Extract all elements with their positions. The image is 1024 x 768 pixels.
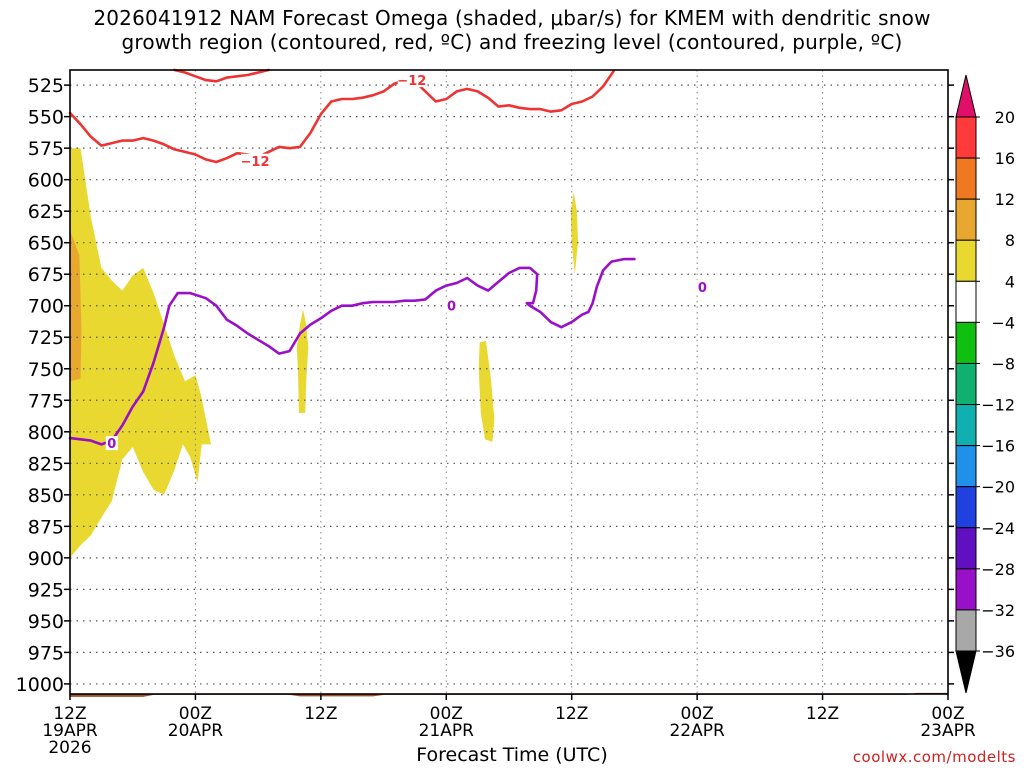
colorbar-label: −4 xyxy=(991,313,1015,332)
x-tick-date-label: 21APR xyxy=(419,721,475,741)
y-tick-label: 700 xyxy=(28,296,64,318)
x-axis-label: Forecast Time (UTC) xyxy=(416,744,608,766)
contour-label: −12 xyxy=(397,74,426,89)
x-tick-label: 00Z xyxy=(681,704,714,724)
x-tick-label: 12Z xyxy=(304,704,337,724)
x-tick-label: 12Z xyxy=(555,704,588,724)
contour-line-minus12 xyxy=(68,78,406,164)
contour-label-bg xyxy=(445,298,458,313)
omega-shaded-region-3 xyxy=(478,341,495,442)
x-tick-label: 00Z xyxy=(430,704,463,724)
y-tick-label: 975 xyxy=(28,642,64,664)
y-tick-label: 600 xyxy=(28,170,64,192)
omega-shaded-region-0 xyxy=(70,148,212,558)
y-tick-label: 875 xyxy=(28,516,64,538)
x-tick-label: 12Z xyxy=(806,704,839,724)
colorbar-swatch xyxy=(955,486,977,529)
y-tick-label: 650 xyxy=(28,233,64,255)
colorbar-swatch xyxy=(955,239,977,282)
contour-line-freezing xyxy=(68,257,636,446)
credit-link[interactable]: coolwx.com/modelts xyxy=(852,748,1016,766)
ground-terrain xyxy=(70,692,948,697)
colorbar-swatch xyxy=(955,568,977,611)
contour-label: 0 xyxy=(698,281,707,296)
y-tick-label: 1000 xyxy=(16,674,64,696)
contour-label-bg xyxy=(397,73,426,88)
colorbar-label: −16 xyxy=(981,437,1015,456)
colorbar-label: −28 xyxy=(981,560,1015,579)
y-tick-label: 550 xyxy=(28,107,64,129)
y-tick-label: 575 xyxy=(28,138,64,160)
contour-label-bg xyxy=(696,279,709,294)
y-tick-label: 525 xyxy=(28,75,64,97)
colorbar-bottom-arrow xyxy=(955,650,977,694)
colorbar-label: 20 xyxy=(995,108,1015,127)
y-tick-label: 850 xyxy=(28,485,64,507)
y-tick-label: 950 xyxy=(28,611,64,633)
contour-label: −12 xyxy=(241,155,270,170)
chart-title-line2: growth region (contoured, red, ºC) and f… xyxy=(121,30,903,54)
colorbar-swatch xyxy=(955,157,977,200)
colorbar-swatch xyxy=(955,609,977,652)
y-tick-label: 750 xyxy=(28,359,64,381)
colorbar-label: −24 xyxy=(981,519,1015,538)
colorbar-label: 16 xyxy=(995,149,1015,168)
colorbar-label: 12 xyxy=(995,190,1015,209)
x-tick-label: 12Z xyxy=(53,704,86,724)
plot-area xyxy=(70,70,948,694)
y-tick-label: 675 xyxy=(28,264,64,286)
colorbar-swatch xyxy=(955,116,977,159)
x-tick-label: 00Z xyxy=(931,704,964,724)
colorbar-swatch xyxy=(955,280,977,323)
colorbar-top-arrow xyxy=(955,74,977,118)
y-tick-label: 925 xyxy=(28,579,64,601)
contour-line-minus12 xyxy=(403,70,615,113)
x-tick-date-label: 20APR xyxy=(168,721,224,741)
contour-label: 0 xyxy=(447,300,456,315)
chart-title-line1: 2026041912 NAM Forecast Omega (shaded, μ… xyxy=(93,6,931,30)
colorbar-swatch xyxy=(955,527,977,570)
x-tick-date-label: 22APR xyxy=(669,721,725,741)
y-tick-label: 775 xyxy=(28,390,64,412)
colorbar-swatch xyxy=(955,362,977,406)
colorbar-label: −32 xyxy=(981,601,1015,620)
x-tick-date-label: 19APR xyxy=(42,721,98,741)
contour-line-minus12 xyxy=(173,68,270,83)
y-tick-label: 800 xyxy=(28,422,64,444)
contour-label-bg xyxy=(105,436,118,451)
contour-label-bg xyxy=(241,153,270,168)
omega-shaded-region-1 xyxy=(70,230,82,382)
x-tick-date-label: 23APR xyxy=(920,721,976,741)
y-tick-label: 825 xyxy=(28,453,64,475)
colorbar-label: −12 xyxy=(981,396,1015,415)
y-tick-label: 900 xyxy=(28,548,64,570)
colorbar-label: −8 xyxy=(991,354,1015,373)
colorbar-label: 8 xyxy=(1005,231,1015,250)
plot-frame xyxy=(69,69,949,695)
y-tick-label: 625 xyxy=(28,201,64,223)
contour-label: 0 xyxy=(107,437,116,452)
colorbar-label: 4 xyxy=(1005,272,1015,291)
x-tick-label: 00Z xyxy=(179,704,212,724)
colorbar-label: −36 xyxy=(981,642,1015,661)
omega-shaded-region-4 xyxy=(570,192,578,275)
y-tick-label: 725 xyxy=(28,327,64,349)
colorbar-swatch xyxy=(955,404,977,447)
colorbar-label: −20 xyxy=(981,478,1015,497)
x-tick-year-label: 2026 xyxy=(48,738,91,758)
colorbar-swatch xyxy=(955,198,977,241)
colorbar-swatch xyxy=(955,445,977,488)
colorbar-swatch xyxy=(955,321,977,364)
